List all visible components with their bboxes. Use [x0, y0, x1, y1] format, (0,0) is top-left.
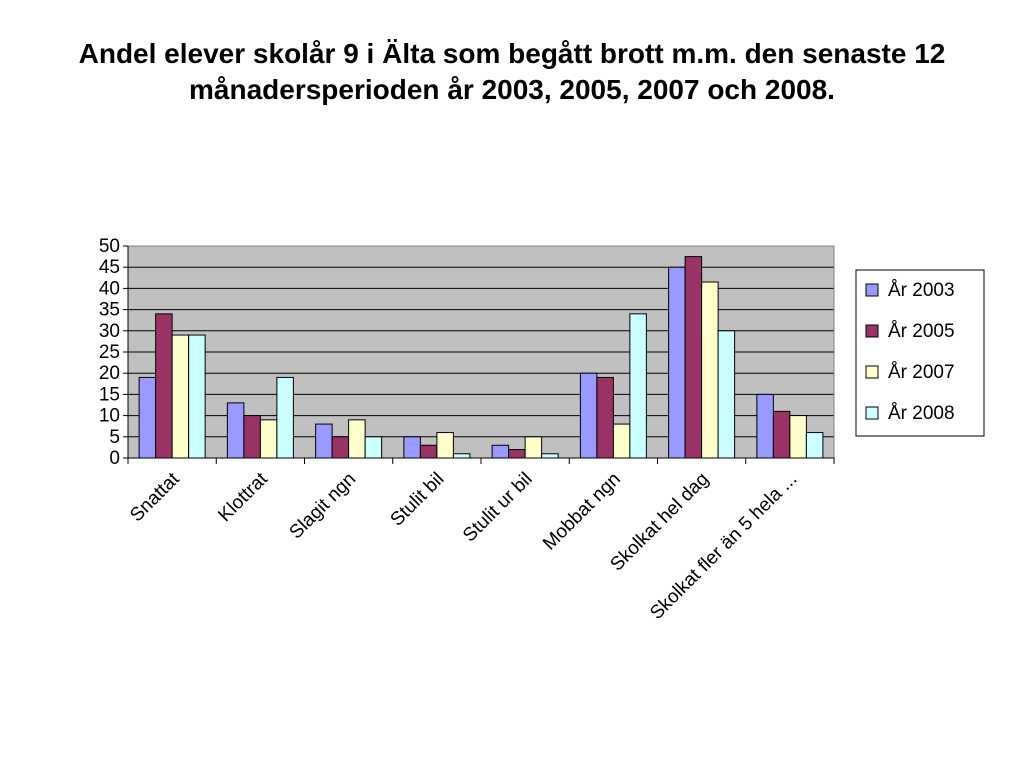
bar--r-2008 — [541, 453, 559, 459]
y-tick-label: 5 — [109, 427, 120, 448]
bar--r-2007 — [789, 415, 807, 459]
y-tick-label: 35 — [99, 300, 120, 321]
y-tick-label: 0 — [109, 448, 120, 469]
bar--r-2003 — [756, 393, 774, 459]
bar--r-2005 — [772, 410, 791, 459]
y-tick-label: 40 — [99, 278, 120, 299]
category-label: Stulit ur bil — [459, 469, 537, 547]
chart-title: Andel elever skolår 9 i Älta som begått … — [78, 38, 946, 105]
bar--r-2005 — [596, 376, 614, 459]
bar--r-2008 — [805, 432, 824, 459]
legend-label: År 2008 — [888, 403, 955, 424]
category-label: Skolkat fler än 5 hela ... — [646, 469, 801, 624]
bar--r-2008 — [364, 436, 383, 459]
legend-label: År 2007 — [888, 362, 955, 383]
bar--r-2003 — [668, 266, 686, 459]
bar--r-2007 — [171, 334, 190, 459]
bar--r-2005 — [684, 256, 703, 459]
legend-label: År 2003 — [888, 280, 955, 301]
bar--r-2008 — [717, 330, 736, 459]
bar--r-2003 — [403, 436, 421, 459]
bar--r-2005 — [243, 415, 261, 459]
bar--r-2007 — [348, 419, 366, 459]
y-tick-label: 25 — [99, 342, 120, 363]
bar--r-2008 — [276, 376, 294, 459]
bar--r-2003 — [315, 423, 333, 459]
bar--r-2008 — [188, 334, 206, 459]
bar--r-2007 — [701, 281, 719, 459]
y-tick-label: 15 — [99, 384, 120, 405]
legend-label: År 2005 — [888, 321, 955, 342]
bar--r-2007 — [524, 436, 543, 459]
category-label: Mobbat ngn — [539, 469, 625, 555]
bar--r-2003 — [579, 372, 598, 459]
bar--r-2005 — [331, 436, 350, 459]
legend-swatch — [865, 283, 879, 297]
bar--r-2008 — [629, 313, 647, 459]
y-tick-label: 20 — [99, 363, 120, 384]
bar--r-2007 — [612, 423, 631, 459]
bar--r-2005 — [419, 444, 438, 459]
legend-swatch — [865, 406, 879, 420]
category-label: Stulit bil — [387, 469, 449, 531]
y-tick-label: 30 — [99, 321, 120, 342]
bar--r-2003 — [491, 444, 510, 459]
bar--r-2007 — [436, 432, 454, 459]
bar--r-2003 — [138, 376, 157, 459]
bar--r-2005 — [508, 449, 526, 459]
bar--r-2007 — [259, 419, 278, 459]
y-tick-label: 45 — [99, 257, 120, 278]
y-tick-label: 10 — [99, 406, 120, 427]
category-label: Slagit ngn — [286, 469, 361, 544]
legend-swatch — [865, 324, 879, 338]
bar--r-2008 — [452, 453, 471, 459]
bar--r-2005 — [155, 313, 173, 459]
y-tick-label: 50 — [99, 236, 120, 257]
legend-swatch — [865, 365, 879, 379]
category-label: Snattat — [126, 468, 184, 526]
category-label: Klottrat — [214, 468, 272, 526]
bar--r-2003 — [226, 402, 245, 459]
